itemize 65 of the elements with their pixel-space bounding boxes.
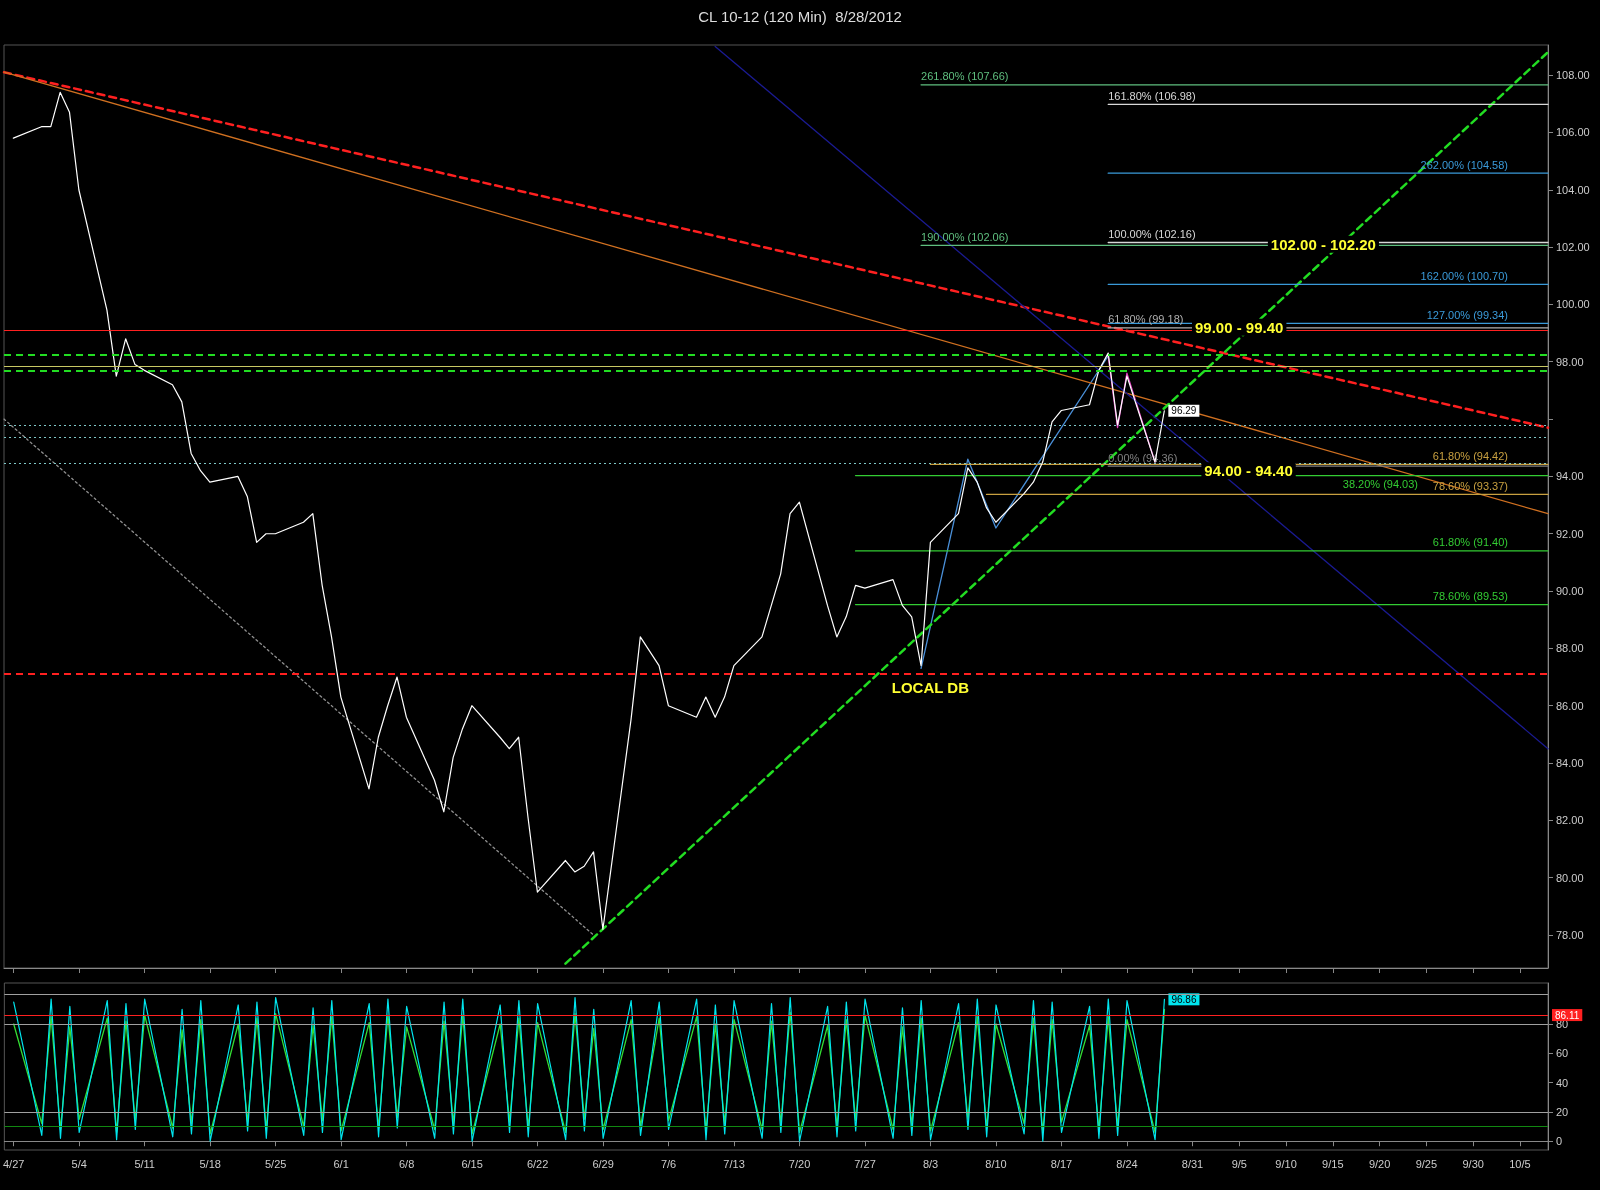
series-label: 61.80% (94.42)	[1432, 449, 1508, 462]
x-tick-label: 5/25	[264, 1157, 287, 1170]
y-tick-label: 104.00	[1556, 183, 1590, 196]
annotation: 99.00 - 99.40	[1195, 318, 1284, 336]
y-tick-label: 98.00	[1556, 355, 1584, 368]
y-tick-label: 78.00	[1556, 929, 1584, 942]
x-tick-label: 6/29	[592, 1157, 614, 1170]
annotation: 102.00 - 102.20	[1270, 235, 1376, 253]
x-tick-label: 6/22	[526, 1157, 549, 1170]
x-tick-label: 6/8	[398, 1157, 415, 1170]
chart-title: CL 10-12 (120 Min) 8/28/2012	[698, 8, 902, 25]
x-tick-label: 9/10	[1275, 1157, 1297, 1170]
x-tick-label: 9/30	[1462, 1157, 1484, 1170]
x-tick-label: 5/11	[134, 1157, 155, 1170]
y-tick-label: 82.00	[1556, 814, 1584, 827]
line-series	[920, 355, 1109, 670]
x-tick-label: 8/10	[985, 1157, 1007, 1170]
x-tick-label: 8/24	[1116, 1157, 1138, 1170]
series-label: 100.00% (102.16)	[1108, 228, 1196, 240]
annotation: 94.00 - 94.40	[1204, 462, 1293, 480]
series-label: 38.20% (94.03)	[1342, 478, 1418, 491]
y-tick-label: 84.00	[1556, 757, 1584, 770]
y-tick-label: 92.00	[1556, 527, 1584, 540]
y-tick-label: 102.00	[1556, 241, 1590, 254]
x-tick-label: 7/27	[854, 1157, 876, 1170]
y-tick-label: 108.00	[1556, 69, 1590, 82]
series-label: 61.80% (99.18)	[1108, 313, 1184, 326]
x-tick-label: 9/20	[1368, 1157, 1391, 1170]
data-label: 96.29	[1171, 405, 1197, 417]
data-label: 96.86	[1171, 993, 1197, 1005]
series-label: 261.80% (107.66)	[921, 70, 1009, 83]
x-tick-label: 6/15	[461, 1157, 483, 1170]
y-tick-label: 106.00	[1556, 126, 1590, 139]
y-tick-label: 40	[1556, 1076, 1569, 1089]
x-tick-label: 6/1	[333, 1157, 349, 1170]
series-label: 162.00% (100.70)	[1420, 269, 1508, 282]
x-tick-label: 4/27	[2, 1157, 25, 1170]
y-tick-label: 100.00	[1556, 298, 1590, 311]
x-tick-label: 8/17	[1050, 1157, 1073, 1170]
x-tick-label: 8/31	[1181, 1157, 1204, 1170]
y-tick-label: 90.00	[1556, 585, 1584, 598]
y-tick-label: 0	[1556, 1135, 1563, 1148]
y-tick-label: 80.00	[1556, 871, 1584, 884]
ref-line-label: 86.11	[1555, 1009, 1580, 1021]
x-tick-label: 7/20	[788, 1157, 811, 1170]
x-tick-label: 8/3	[922, 1157, 939, 1170]
series-label: 262.00% (104.58)	[1420, 158, 1508, 171]
x-tick-label: 5/4	[71, 1157, 87, 1170]
series-label: 161.80% (106.98)	[1108, 89, 1196, 102]
x-tick-label: 5/18	[199, 1157, 221, 1170]
series-label: 61.80% (91.40)	[1432, 536, 1508, 549]
series-label: 127.00% (99.34)	[1426, 308, 1508, 321]
y-tick-label: 94.00	[1556, 470, 1584, 483]
series-label: 78.60% (89.53)	[1432, 590, 1508, 603]
x-tick-label: 9/5	[1231, 1157, 1247, 1170]
y-tick-label: 86.00	[1556, 699, 1584, 712]
x-tick-label: 9/15	[1322, 1157, 1344, 1170]
x-tick-label: 7/13	[723, 1157, 745, 1170]
ref-line-label: LOCAL DB	[891, 679, 970, 697]
x-tick-label: 10/5	[1509, 1157, 1531, 1170]
y-tick-label: 60	[1556, 1047, 1569, 1060]
y-tick-label: 20	[1556, 1105, 1569, 1118]
x-tick-label: 9/25	[1415, 1157, 1438, 1170]
y-tick-label: 88.00	[1556, 642, 1584, 655]
x-tick-label: 7/6	[660, 1157, 677, 1170]
